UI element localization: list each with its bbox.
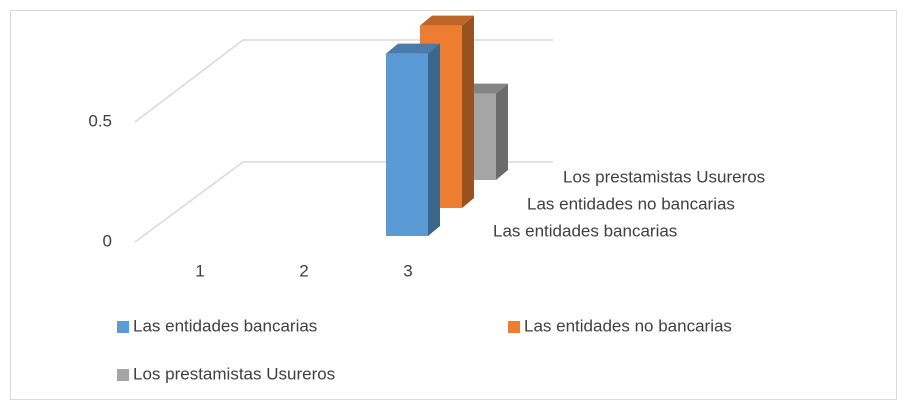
legend-label: Las entidades no bancarias [524, 316, 732, 335]
depth-axis-label: Las entidades bancarias [493, 221, 677, 240]
y-tick-label: 0 [103, 231, 112, 250]
bar-top [386, 43, 440, 54]
x-tick-label: 3 [403, 261, 412, 280]
x-tick-label: 1 [195, 261, 204, 280]
legend-swatch [508, 321, 520, 333]
legend-label: Los prestamistas Usureros [133, 364, 335, 383]
bar-side [428, 43, 440, 236]
legend-label: Las entidades bancarias [133, 316, 317, 335]
bar-top [420, 15, 474, 26]
depth-axis-label: Los prestamistas Usureros [563, 167, 765, 186]
legend-swatch [117, 321, 129, 333]
depth-axis-label: Las entidades no bancarias [527, 194, 735, 213]
legend-swatch [117, 369, 129, 381]
bar-side [462, 15, 474, 208]
bar [386, 53, 428, 236]
y-tick-label: 0.5 [88, 111, 112, 130]
bar-side [496, 83, 508, 180]
x-tick-label: 2 [299, 261, 308, 280]
